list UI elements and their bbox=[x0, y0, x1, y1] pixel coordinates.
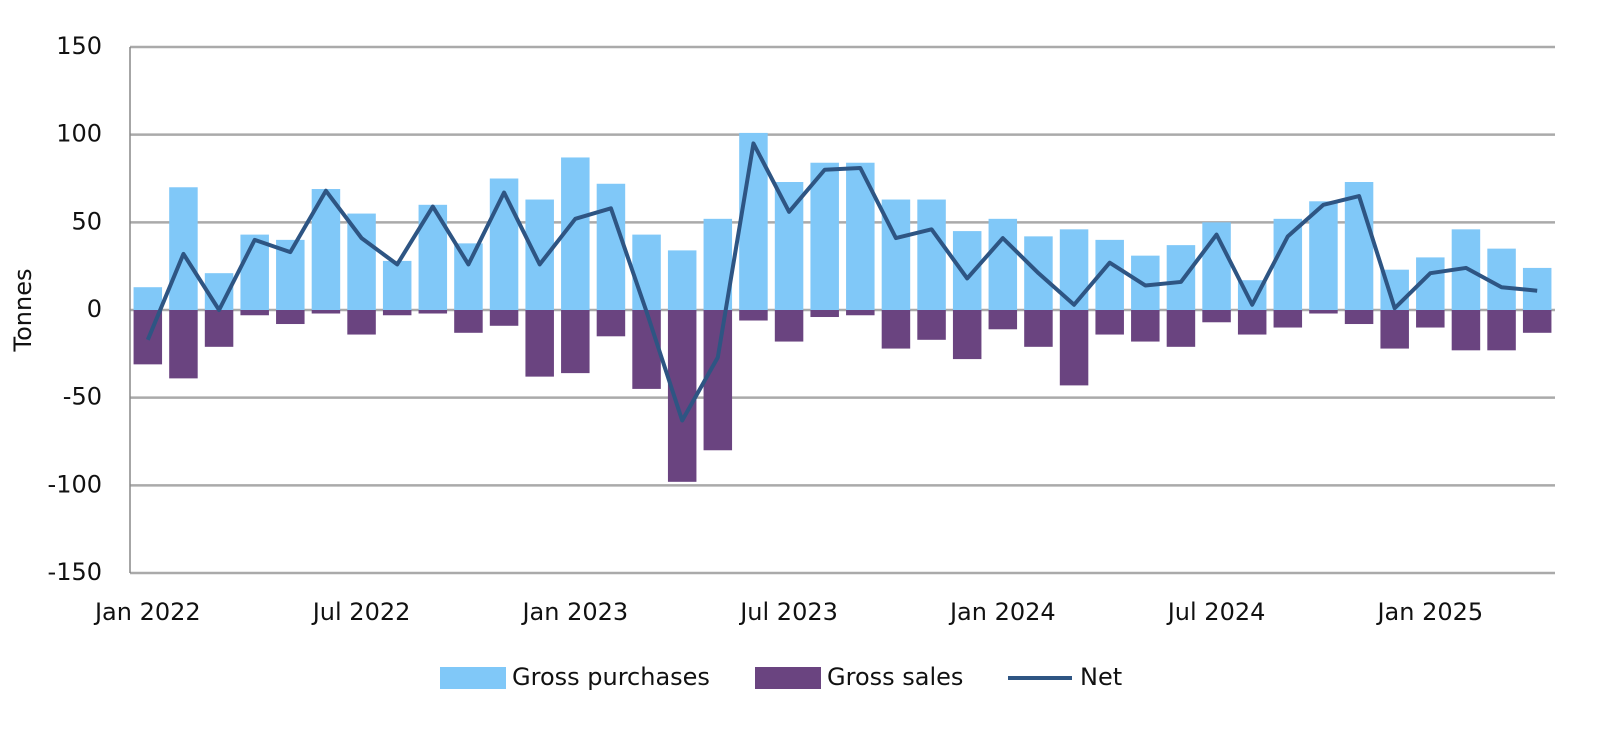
bar bbox=[489, 310, 519, 326]
bar bbox=[1522, 310, 1552, 333]
bar bbox=[454, 310, 483, 333]
bar bbox=[169, 310, 198, 379]
bar bbox=[240, 310, 269, 316]
x-tick-label: Jan 2025 bbox=[1375, 598, 1483, 626]
bar bbox=[1237, 310, 1267, 335]
bar bbox=[917, 310, 946, 340]
bar bbox=[810, 310, 839, 318]
bar bbox=[1380, 310, 1409, 349]
bar bbox=[347, 310, 376, 335]
bar bbox=[881, 310, 911, 349]
bar bbox=[917, 199, 946, 310]
bar bbox=[1202, 310, 1231, 323]
bar bbox=[596, 310, 626, 337]
line bbox=[145, 141, 1538, 423]
y-tick-label: -50 bbox=[63, 383, 102, 411]
bar bbox=[952, 231, 982, 310]
bar bbox=[1273, 310, 1303, 328]
bar bbox=[276, 310, 305, 325]
bar bbox=[632, 234, 661, 310]
bar bbox=[1309, 310, 1338, 314]
bar bbox=[1344, 310, 1374, 325]
bar bbox=[1131, 310, 1160, 342]
bar bbox=[1273, 218, 1303, 310]
bar bbox=[952, 310, 982, 360]
bar bbox=[204, 310, 234, 347]
bar bbox=[489, 178, 519, 310]
x-tick-label: Jul 2022 bbox=[311, 598, 411, 626]
bar bbox=[418, 310, 448, 314]
bar bbox=[632, 310, 661, 389]
bar bbox=[1451, 310, 1481, 351]
legend-swatch bbox=[440, 667, 506, 689]
bar bbox=[382, 310, 412, 316]
bar bbox=[347, 213, 376, 310]
bar bbox=[1059, 310, 1089, 386]
bar bbox=[1309, 201, 1338, 310]
x-tick-label: Jan 2024 bbox=[948, 598, 1056, 626]
x-tick-label: Jan 2023 bbox=[520, 598, 628, 626]
bar bbox=[382, 260, 412, 310]
x-tick-label: Jul 2024 bbox=[1166, 598, 1266, 626]
legend-label: Net bbox=[1080, 663, 1122, 691]
y-tick-label: 100 bbox=[56, 120, 102, 148]
y-tick-label: 0 bbox=[87, 295, 102, 323]
bar bbox=[133, 287, 163, 310]
bar bbox=[1487, 310, 1516, 351]
bar bbox=[988, 218, 1018, 310]
x-tick-label: Jul 2023 bbox=[738, 598, 838, 626]
bar bbox=[810, 162, 839, 310]
legend-label: Gross purchases bbox=[512, 663, 710, 691]
legend-swatch bbox=[755, 667, 821, 689]
y-tick-label: 50 bbox=[71, 207, 102, 235]
bar bbox=[596, 183, 626, 310]
bar bbox=[1487, 248, 1516, 310]
bar bbox=[311, 310, 341, 314]
y-tick-label: -100 bbox=[48, 470, 102, 498]
bar bbox=[1166, 310, 1196, 347]
bar bbox=[846, 310, 875, 316]
y-axis-label: Tonnes bbox=[9, 269, 37, 353]
bar bbox=[774, 310, 804, 342]
bar bbox=[1416, 310, 1445, 328]
bar bbox=[561, 310, 590, 374]
bar bbox=[988, 310, 1018, 330]
y-tick-label: 150 bbox=[56, 32, 102, 60]
bar bbox=[1166, 245, 1196, 310]
bar bbox=[739, 310, 768, 321]
bar bbox=[169, 187, 198, 310]
bar bbox=[454, 243, 483, 310]
bar bbox=[1344, 182, 1374, 310]
bar bbox=[525, 310, 554, 377]
legend-label: Gross sales bbox=[827, 663, 963, 691]
bar bbox=[1024, 310, 1053, 347]
bar bbox=[240, 234, 269, 310]
y-tick-label: -150 bbox=[48, 558, 102, 586]
x-tick-label: Jan 2022 bbox=[93, 598, 201, 626]
bar bbox=[703, 310, 733, 451]
bar bbox=[1095, 310, 1124, 335]
bar bbox=[667, 250, 697, 310]
